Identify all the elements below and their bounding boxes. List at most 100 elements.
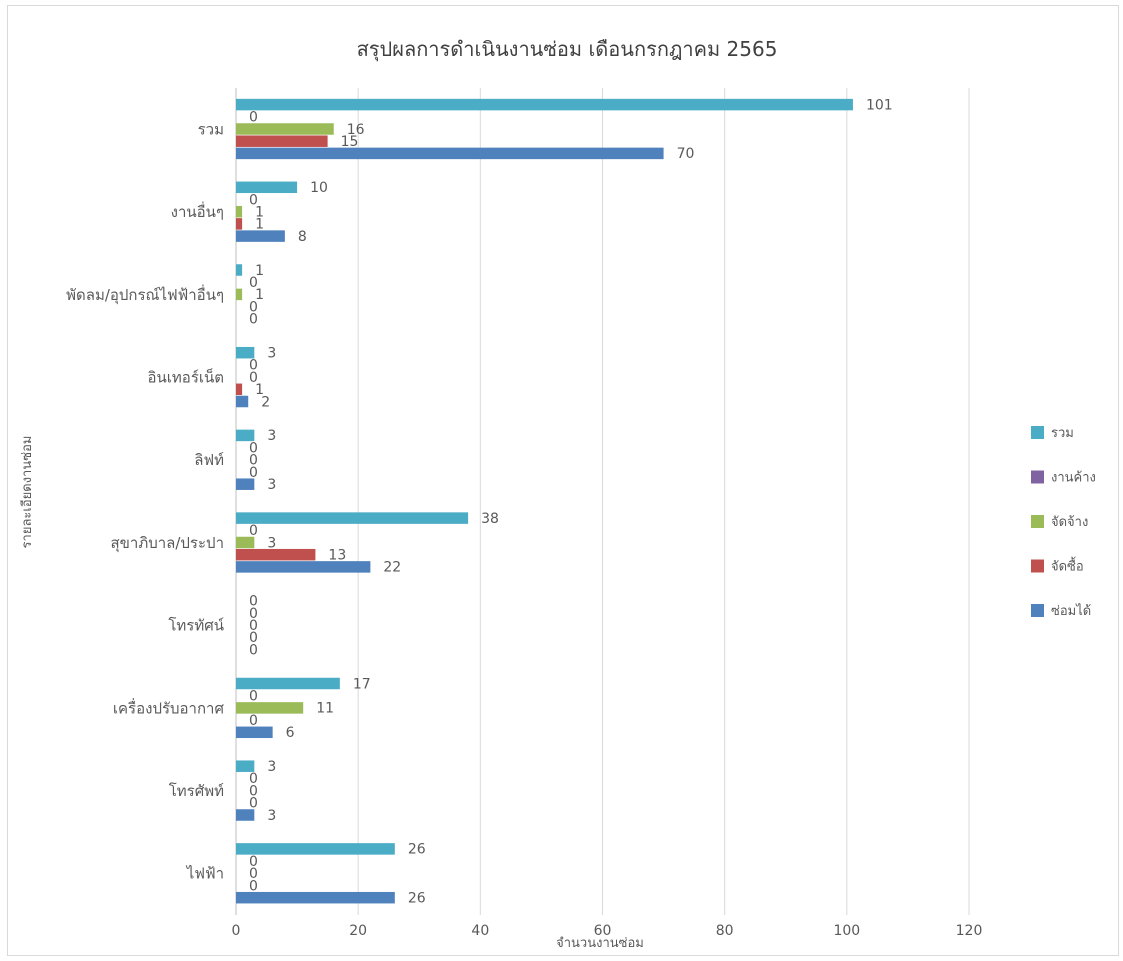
data-label: 0 <box>249 299 258 315</box>
data-label: 3 <box>267 477 276 493</box>
data-label: 0 <box>249 878 258 894</box>
bar <box>236 512 469 524</box>
data-label: 1 <box>255 287 264 303</box>
category-labels: รวมงานอื่นๆพัดลม/อุปกรณ์ไฟฟ้าอื่นๆอินเทอ… <box>66 120 224 882</box>
data-label: 0 <box>249 630 258 646</box>
x-tick-label: 80 <box>716 923 734 939</box>
data-label: 1 <box>255 204 264 220</box>
x-tick-label: 40 <box>471 923 489 939</box>
category-label: โทรศัพท์ <box>169 782 224 800</box>
legend-swatch <box>1031 470 1044 484</box>
category-label: อินเทอร์เน็ต <box>148 367 224 386</box>
data-label: 22 <box>383 560 401 576</box>
chart-title: สรุปผลการดำเนินงานซ่อม เดือนกรกฎาคม 2565 <box>357 37 778 62</box>
x-tick-label: 60 <box>594 923 612 939</box>
bar <box>236 677 340 690</box>
x-axis-ticks: 0 20 40 60 80 100 120 <box>232 923 983 939</box>
data-label: 101 <box>866 97 893 113</box>
data-label: 17 <box>353 676 371 692</box>
data-label: 1 <box>255 217 264 233</box>
data-label: 0 <box>249 275 258 291</box>
bar <box>236 548 316 561</box>
data-label: 0 <box>249 713 258 729</box>
bar <box>236 383 243 396</box>
legend-label: ซ่อมได้ <box>1051 603 1091 619</box>
x-tick-label: 0 <box>232 923 241 939</box>
data-label: 16 <box>347 122 365 138</box>
bar <box>236 123 334 135</box>
data-label: 10 <box>310 180 328 196</box>
data-label: 0 <box>249 796 258 812</box>
bars: 1010161570100118101003001230003380313220… <box>236 97 893 906</box>
legend-swatch <box>1031 426 1044 439</box>
data-label: 3 <box>267 428 276 444</box>
data-label: 8 <box>298 229 307 245</box>
data-label: 0 <box>249 358 258 374</box>
bar <box>236 809 255 821</box>
x-tick-label: 100 <box>833 923 860 939</box>
bar <box>236 147 664 160</box>
data-label: 0 <box>249 688 258 704</box>
category-label: งานอื่นๆ <box>171 201 224 221</box>
legend-swatch <box>1031 515 1044 528</box>
bar <box>236 478 255 490</box>
data-label: 13 <box>328 547 346 563</box>
bar <box>236 264 243 276</box>
data-label: 0 <box>249 312 258 328</box>
bar <box>236 760 255 772</box>
data-label: 0 <box>249 192 258 208</box>
legend-label: จัดจ้าง <box>1051 515 1088 530</box>
bar <box>236 346 255 359</box>
legend-label: จัดซื้อ <box>1051 557 1084 575</box>
legend-swatch <box>1031 604 1044 617</box>
data-label: 0 <box>249 440 258 456</box>
data-label: 0 <box>249 618 258 634</box>
data-label: 26 <box>408 842 426 858</box>
category-label: ลิฟท์ <box>194 451 224 469</box>
bar <box>236 288 243 301</box>
data-label: 38 <box>481 511 499 527</box>
bar <box>236 230 285 242</box>
data-label: 3 <box>267 808 276 824</box>
data-label: 0 <box>249 110 258 126</box>
chart-frame <box>7 5 1119 956</box>
data-label: 3 <box>267 345 276 361</box>
bar <box>236 98 853 111</box>
category-label: สุขาภิบาล/ประปา <box>111 534 225 553</box>
bar <box>236 891 395 904</box>
legend-label: งานค้าง <box>1051 471 1096 486</box>
data-label: 11 <box>316 701 334 717</box>
data-label: 3 <box>267 759 276 775</box>
data-label: 1 <box>255 263 264 279</box>
category-label: โทรทัศน์ <box>168 617 224 635</box>
category-label: รวม <box>198 120 224 138</box>
data-label: 0 <box>249 594 258 610</box>
bar <box>236 429 255 442</box>
x-axis-title: จำนวนงานซ่อม <box>556 936 644 951</box>
data-label: 0 <box>249 465 258 481</box>
category-label: พัดลม/อุปกรณ์ไฟฟ้าอื่นๆ <box>66 284 224 305</box>
data-label: 70 <box>677 146 695 162</box>
category-label: ไฟฟ้า <box>186 865 224 883</box>
data-label: 3 <box>267 535 276 551</box>
bar <box>236 135 328 147</box>
bar <box>236 181 298 194</box>
bar <box>236 702 304 714</box>
bar <box>236 395 249 408</box>
data-label: 0 <box>249 523 258 539</box>
data-label: 0 <box>249 771 258 787</box>
data-label: 26 <box>408 890 426 906</box>
data-label: 0 <box>249 854 258 870</box>
data-label: 0 <box>249 866 258 882</box>
data-label: 0 <box>249 370 258 386</box>
bar <box>236 726 273 739</box>
legend-label: รวม <box>1051 426 1074 441</box>
gridlines <box>235 88 970 915</box>
bar <box>236 843 395 855</box>
data-label: 1 <box>255 382 264 398</box>
x-tick-label: 20 <box>349 923 367 939</box>
bar <box>236 205 243 218</box>
bar <box>236 561 371 573</box>
